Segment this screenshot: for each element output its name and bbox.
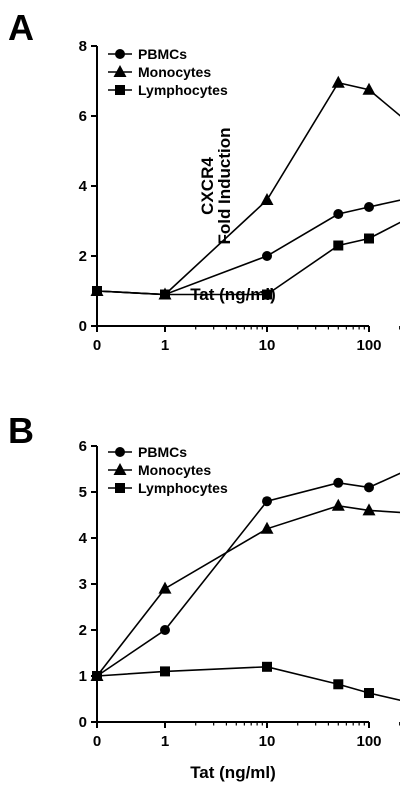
legend-label: PBMCs — [138, 46, 187, 62]
circle-marker — [262, 251, 272, 261]
legend-entry: PBMCs — [108, 46, 187, 62]
square-marker — [333, 679, 344, 690]
series-lymphocytes — [92, 661, 400, 702]
y-tick-label: 8 — [79, 38, 87, 55]
triangle-marker — [260, 193, 274, 205]
y-tick-label: 6 — [79, 438, 87, 455]
legend-label: Monocytes — [138, 64, 211, 80]
series-line — [96, 199, 400, 296]
triangle-marker — [158, 581, 172, 594]
y-tick-label: 6 — [79, 108, 87, 125]
legend-entry: Lymphocytes — [108, 480, 228, 496]
legend-label: Monocytes — [138, 462, 211, 478]
x-tick-label: 1 — [161, 733, 169, 750]
x-axis-title: Tat (ng/ml) — [190, 763, 276, 782]
x-tick-label: 100 — [356, 337, 381, 354]
triangle-marker — [260, 521, 274, 534]
circle-marker — [333, 209, 344, 219]
y-tick-label: 5 — [79, 484, 87, 501]
y-axis-title-line-2: Fold Induction — [215, 127, 234, 244]
square-marker — [115, 85, 125, 95]
square-marker — [364, 233, 374, 244]
panel-b: B 012345601101001000Tat (ng/ml)CCR5Fold … — [8, 410, 400, 782]
square-marker — [160, 666, 170, 677]
triangle-marker — [113, 65, 127, 77]
square-marker — [333, 240, 344, 251]
legend-label: Lymphocytes — [138, 82, 228, 98]
circle-marker — [364, 482, 374, 493]
triangle-marker — [331, 498, 345, 511]
square-marker — [115, 483, 125, 493]
circle-marker — [115, 49, 125, 59]
legend-entry: PBMCs — [108, 444, 187, 460]
series-line — [96, 665, 400, 702]
x-tick-label: 1 — [161, 337, 169, 354]
y-axis-title-line-1: CXCR4 — [198, 157, 217, 215]
triangle-marker — [362, 82, 376, 95]
y-tick-label: 1 — [79, 668, 87, 685]
series-line — [96, 221, 400, 296]
legend-entry: Lymphocytes — [108, 82, 228, 98]
y-tick-label: 2 — [79, 622, 87, 639]
series-monocytes — [90, 75, 400, 300]
y-tick-label: 3 — [79, 576, 87, 593]
series-monocytes — [90, 498, 400, 681]
circle-marker — [333, 477, 344, 488]
series-pbmcs — [92, 199, 400, 300]
legend-label: PBMCs — [138, 444, 187, 460]
x-tick-label: 10 — [259, 733, 276, 750]
triangle-marker — [331, 75, 345, 88]
square-marker — [262, 289, 272, 300]
square-marker — [364, 688, 374, 699]
x-tick-label: 0 — [93, 337, 101, 354]
circle-marker — [262, 496, 272, 507]
square-marker — [92, 286, 102, 296]
square-marker — [262, 661, 272, 672]
y-tick-label: 0 — [79, 714, 87, 731]
y-tick-label: 0 — [79, 318, 87, 335]
legend-entry: Monocytes — [108, 462, 211, 478]
x-tick-label: 100 — [356, 733, 381, 750]
panel-letter: B — [8, 410, 34, 451]
y-tick-label: 4 — [79, 178, 88, 195]
y-tick-label: 2 — [79, 248, 87, 265]
triangle-marker — [113, 463, 127, 475]
legend-entry: Monocytes — [108, 64, 211, 80]
square-marker — [92, 671, 102, 681]
circle-marker — [364, 202, 374, 212]
series-lymphocytes — [92, 221, 400, 300]
triangle-marker — [362, 503, 376, 516]
square-marker — [160, 289, 170, 300]
circle-marker — [115, 447, 125, 457]
legend-label: Lymphocytes — [138, 480, 228, 496]
y-tick-label: 4 — [79, 530, 88, 547]
x-tick-label: 0 — [93, 733, 101, 750]
series-line — [96, 504, 400, 677]
x-tick-label: 10 — [259, 337, 276, 354]
panel-letter: A — [8, 7, 34, 48]
circle-marker — [160, 625, 170, 635]
